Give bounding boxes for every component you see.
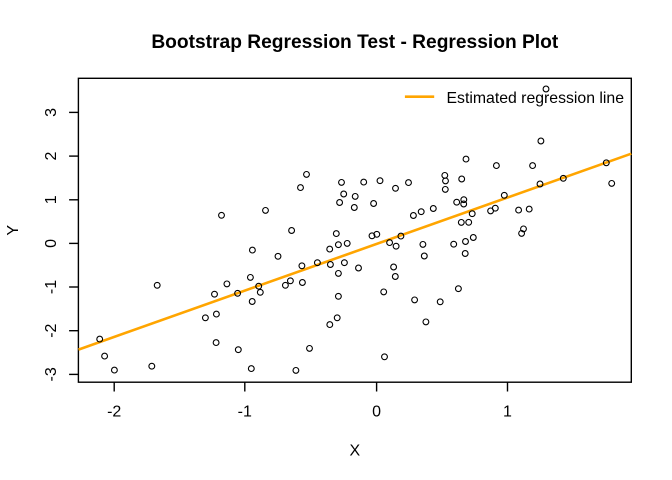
svg-text:X: X	[349, 443, 360, 460]
svg-text:1: 1	[503, 404, 512, 421]
svg-text:-3: -3	[43, 367, 60, 381]
svg-text:-1: -1	[238, 404, 252, 421]
svg-text:Y: Y	[5, 225, 22, 236]
svg-text:0: 0	[43, 239, 60, 248]
svg-text:Bootstrap Regression Test - Re: Bootstrap Regression Test - Regression P…	[151, 32, 559, 53]
svg-text:0: 0	[372, 404, 381, 421]
svg-text:-1: -1	[43, 280, 60, 294]
svg-text:-2: -2	[107, 404, 121, 421]
svg-text:-2: -2	[43, 323, 60, 337]
svg-text:2: 2	[43, 152, 60, 161]
svg-text:3: 3	[43, 108, 60, 117]
svg-text:Estimated regression line: Estimated regression line	[447, 90, 625, 107]
svg-text:1: 1	[43, 195, 60, 204]
